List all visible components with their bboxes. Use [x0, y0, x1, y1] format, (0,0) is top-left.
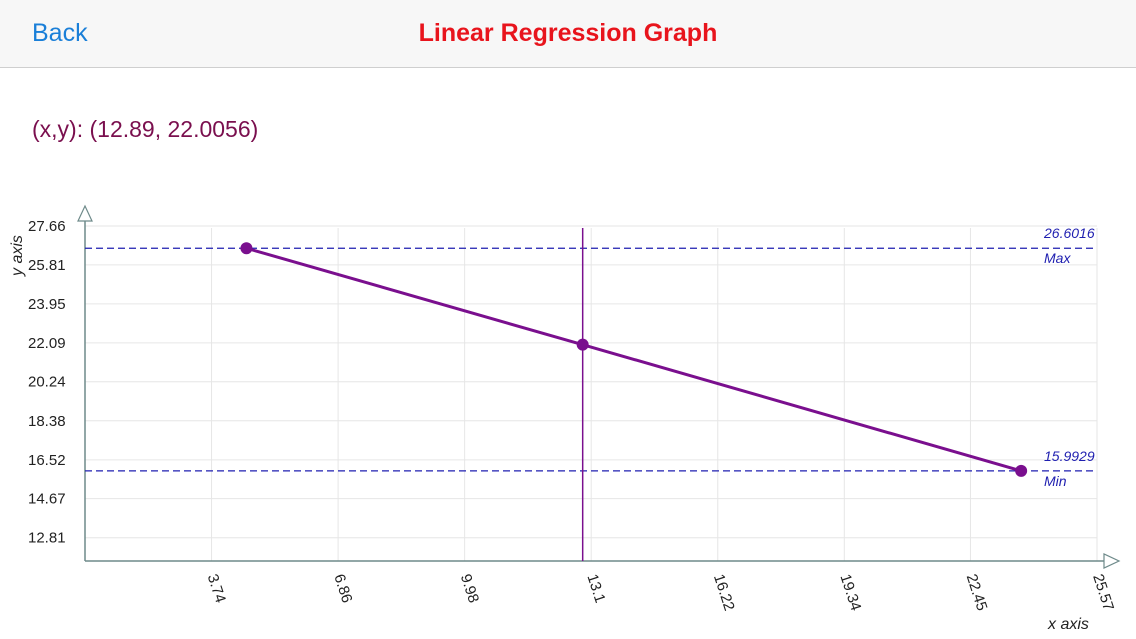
x-tick-label: 22.45: [963, 572, 991, 613]
x-tick-label: 9.98: [457, 572, 482, 605]
y-axis-arrow-icon: [77, 204, 93, 222]
x-tick-label: 13.1: [583, 572, 608, 605]
reference-name-label: Min: [1044, 473, 1067, 489]
y-tick-label: 27.66: [28, 218, 66, 235]
y-tick-label: 22.09: [28, 335, 66, 352]
y-tick-label: 16.52: [28, 452, 66, 469]
back-button[interactable]: Back: [32, 19, 88, 47]
page-title: Linear Regression Graph: [418, 19, 718, 47]
x-tick-label: 25.57: [1089, 572, 1117, 613]
y-tick-label: 14.67: [28, 491, 66, 508]
x-axis-label: x axis: [1047, 616, 1089, 633]
y-axis-label: y axis: [9, 235, 26, 277]
reference-value-label: 15.9929: [1044, 448, 1095, 464]
reference-value-label: 26.6016: [1043, 225, 1095, 241]
data-point: [1015, 464, 1028, 477]
data-point: [240, 242, 253, 255]
y-tick-label: 12.81: [28, 530, 66, 547]
data-point: [576, 338, 589, 351]
x-tick-label: 19.34: [837, 572, 865, 613]
x-axis-arrow-icon: [1103, 553, 1121, 569]
series-line: [246, 246, 1022, 473]
y-tick-label: 20.24: [28, 374, 66, 391]
navigation-bar: Back Linear Regression Graph: [0, 0, 1136, 68]
x-tick-label: 3.74: [204, 572, 229, 605]
coordinate-readout: (x,y): (12.89, 22.0056): [32, 116, 259, 142]
reference-name-label: Max: [1044, 250, 1071, 266]
x-tick-label: 16.22: [710, 572, 738, 613]
y-tick-label: 23.95: [28, 296, 66, 313]
y-tick-label: 18.38: [28, 413, 66, 430]
x-tick-label: 6.86: [330, 572, 355, 605]
y-tick-label: 25.81: [28, 257, 66, 274]
